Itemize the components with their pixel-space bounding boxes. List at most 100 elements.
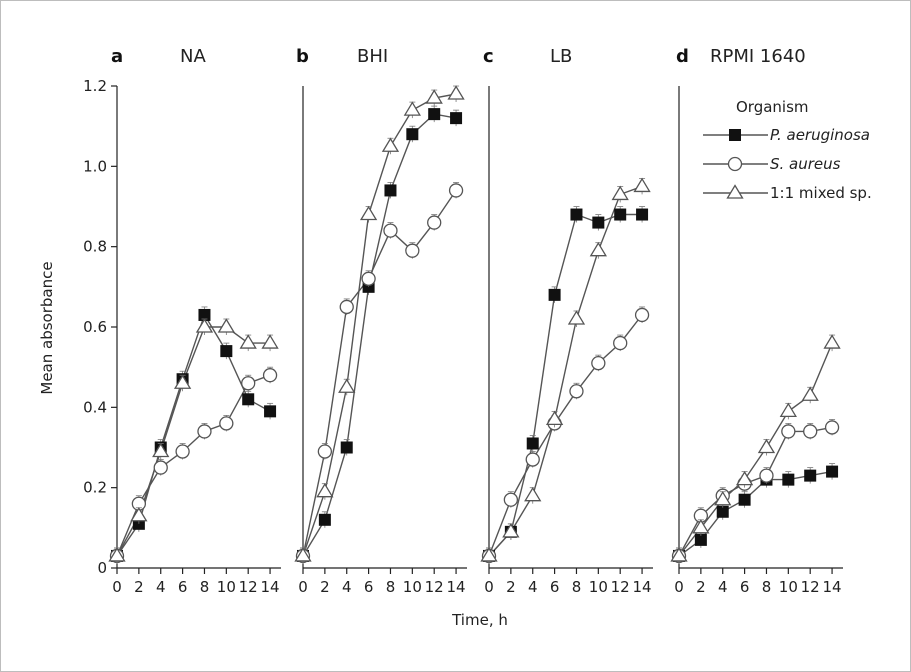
data-point-sa [317,444,333,459]
x-tick-label: 14 [823,578,842,596]
data-point-pa [384,184,397,197]
legend-marker-open-triangle [726,184,744,199]
data-point-pa [450,112,463,125]
x-tick-label: 12 [425,578,444,596]
data-point-pa [592,216,605,229]
data-point-pa [198,308,211,321]
panel-a-title: NA [180,46,206,67]
x-tick-label: 10 [217,578,236,596]
data-point-pa [340,441,353,454]
x-tick-label: 6 [364,578,374,596]
data-point-sa [613,335,628,351]
x-tick-label: 8 [386,578,396,596]
x-axis-label: Time, h [451,611,508,629]
data-point-mix [425,89,443,104]
legend-title: Organism [736,98,809,116]
legend: Organism P. aeruginosa S. aureus 1:1 mix… [703,98,872,202]
x-tick-label: 14 [633,578,652,596]
data-point-pa [804,469,817,482]
data-point-sa [383,223,398,238]
data-point-mix [567,310,586,325]
data-point-mix [217,318,235,333]
data-point-mix [714,490,732,506]
data-point-sa [759,468,774,483]
data-point-mix [502,523,520,538]
y-tick-label: 0.4 [83,398,107,416]
y-tick-label: 0 [97,559,107,577]
legend-marker-open-circle [727,156,743,172]
x-tick-label: 10 [403,578,422,596]
data-point-sa [175,444,190,459]
x-tick-label: 4 [718,578,728,596]
data-point-sa [262,368,278,383]
data-point-sa [503,492,519,507]
y-tick-label: 1.2 [83,77,107,95]
data-point-sa [448,183,464,198]
x-tick-label: 0 [298,578,308,596]
data-point-mix [524,486,542,502]
x-tick-label: 4 [342,578,352,596]
x-tick-label: 4 [528,578,538,596]
x-tick-label: 2 [320,578,330,596]
data-point-sa [241,376,256,391]
legend-label-sa: S. aureus [770,155,841,173]
data-point-pa [318,513,331,526]
y-tick-label: 0.6 [83,318,107,336]
x-tick-label: 8 [200,578,210,596]
panel-c-letter: c [483,46,494,67]
x-tick-label: 2 [696,578,706,596]
plot-layer: 00.20.40.60.81.01.20 2 4 6 8 10 12 14 0 2 4 6 8 10 12 1… [83,77,843,596]
x-tick-label: 8 [762,578,772,596]
data-point-pa [716,505,729,518]
y-tick-label: 0.2 [83,479,107,497]
data-point-mix [130,507,148,522]
data-point-mix [545,410,564,426]
y-axis-label: Mean absorbance [38,261,56,394]
data-point-pa [636,208,649,221]
data-point-mix [195,318,214,333]
legend-item-pa: P. aeruginosa [703,126,870,144]
series-line-sa-panel-c [488,314,643,557]
x-tick-label: 2 [506,578,516,596]
data-point-pa [406,128,419,141]
panel-b-letter: b [296,46,309,67]
data-point-pa [570,208,583,221]
data-point-mix [359,205,378,221]
legend-label-pa: P. aeruginosa [770,126,870,144]
data-point-pa [264,405,277,418]
data-point-pa [694,533,707,546]
data-point-mix [403,101,421,116]
legend-item-mix: 1:1 mixed sp. [703,184,872,202]
x-tick-label: 14 [261,578,280,596]
y-tick-label: 0.8 [83,238,107,256]
x-tick-label: 12 [611,578,630,596]
data-point-mix [480,547,498,562]
data-point-mix [735,470,754,486]
data-point-sa [525,452,540,467]
panel-b-title: BHI [357,46,388,67]
data-point-mix [589,241,607,257]
data-point-mix [801,386,819,401]
panel-c-title: LB [550,46,572,67]
data-point-sa [427,215,442,230]
y-tick-label: 1.0 [83,157,107,175]
x-tick-label: 6 [550,578,560,596]
x-tick-label: 6 [740,578,750,596]
x-tick-label: 0 [112,578,122,596]
data-point-sa [824,420,840,435]
data-point-mix [173,374,192,389]
data-point-mix [338,378,356,393]
x-tick-label: 8 [572,578,582,596]
x-tick-label: 0 [484,578,494,596]
data-point-mix [316,482,334,498]
x-tick-label: 10 [779,578,798,596]
panel-d-title: RPMI 1640 [710,46,806,67]
legend-item-sa: S. aureus [703,155,841,173]
x-tick-label: 6 [178,578,188,596]
data-point-sa [634,307,650,323]
data-point-pa [548,288,561,301]
data-point-sa [153,460,168,475]
data-point-mix [633,177,651,193]
